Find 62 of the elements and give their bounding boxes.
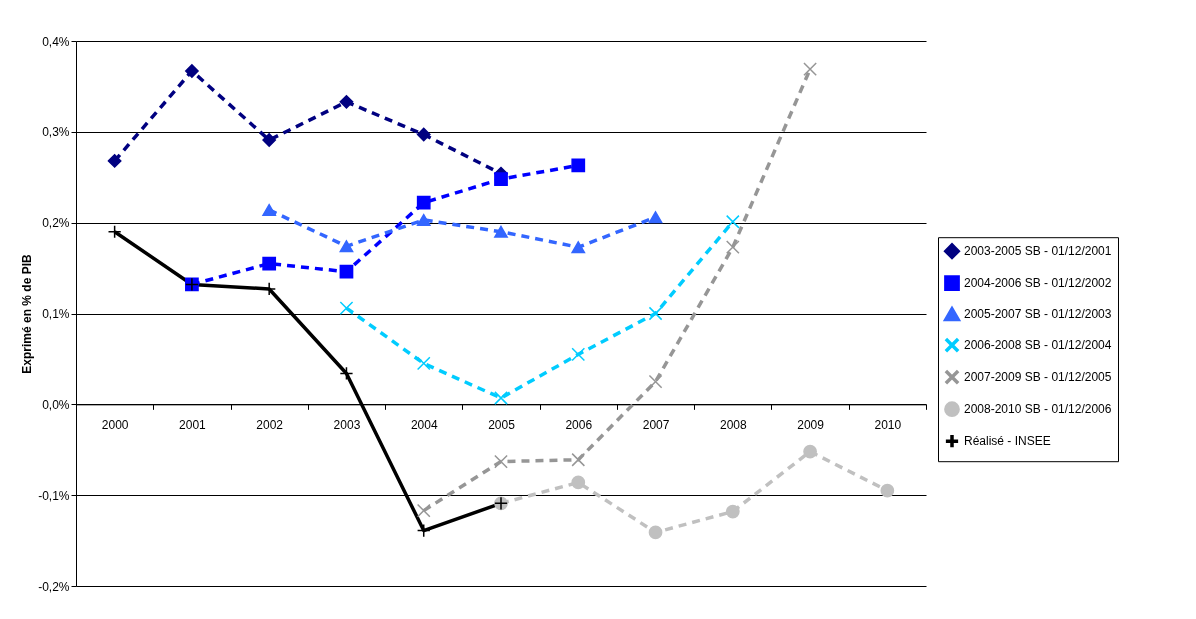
legend-label: 2003-2005 SB - 01/12/2001 [964, 244, 1112, 259]
point [571, 158, 586, 173]
legend-label: Réalisé - INSEE [964, 434, 1051, 449]
point [416, 523, 431, 538]
point [725, 504, 740, 519]
point [725, 214, 740, 229]
point [648, 211, 663, 224]
point [262, 203, 277, 216]
point [494, 225, 508, 238]
point [648, 306, 663, 321]
legend-label: 2004-2006 SB - 01/12/2002 [964, 276, 1112, 291]
x-tick-label: 2003 [333, 417, 361, 432]
y-tick-label: 0,4% [42, 34, 70, 49]
y-tick-label: -0,1% [38, 488, 70, 503]
point [571, 475, 586, 490]
point [880, 483, 895, 498]
x-tick-label: 2008 [719, 417, 747, 432]
point [494, 172, 508, 186]
point [416, 503, 431, 518]
point [339, 366, 354, 381]
x-tick-label: 2007 [642, 417, 670, 432]
x-tick-label: 2004 [410, 417, 438, 432]
x-tick-label: 2005 [488, 417, 516, 432]
y-tick-label: -0,2% [38, 579, 70, 594]
point [648, 525, 663, 540]
point [416, 195, 431, 210]
legend-label: 2005-2007 SB - 01/12/2003 [964, 307, 1112, 322]
point [339, 264, 354, 279]
point [416, 213, 431, 226]
point [571, 241, 586, 254]
point [339, 301, 354, 315]
point [494, 391, 508, 405]
x-tick-label: 2010 [874, 417, 902, 432]
point [107, 154, 122, 168]
legend-label: 2008-2010 SB - 01/12/2006 [964, 402, 1112, 417]
point [648, 374, 663, 389]
x-tick-label: 2002 [256, 417, 284, 432]
legend-label: 2007-2009 SB - 01/12/2005 [964, 370, 1112, 385]
point [725, 240, 740, 255]
y-tick-label: 0,2% [42, 216, 70, 231]
point [416, 356, 431, 371]
point [339, 240, 354, 253]
point [571, 452, 586, 467]
y-tick-label: 0,0% [42, 397, 70, 412]
x-tick-label: 2000 [101, 417, 129, 432]
point [571, 347, 586, 362]
y-axis-title: Exprimé en % de PIB [20, 253, 35, 374]
y-tick-label: 0,1% [42, 307, 70, 321]
point [339, 94, 354, 109]
point [803, 62, 817, 77]
point [416, 127, 431, 142]
x-tick-label: 2006 [565, 417, 593, 432]
y-tick-label: 0,3% [42, 125, 70, 140]
point [803, 444, 817, 459]
point [185, 64, 199, 78]
x-tick-label: 2001 [179, 417, 207, 432]
point [262, 256, 277, 271]
point [107, 224, 122, 239]
x-tick-label: 2009 [797, 417, 825, 432]
point [262, 133, 277, 147]
point [494, 454, 508, 469]
legend-label: 2006-2008 SB - 01/12/2004 [964, 338, 1112, 353]
